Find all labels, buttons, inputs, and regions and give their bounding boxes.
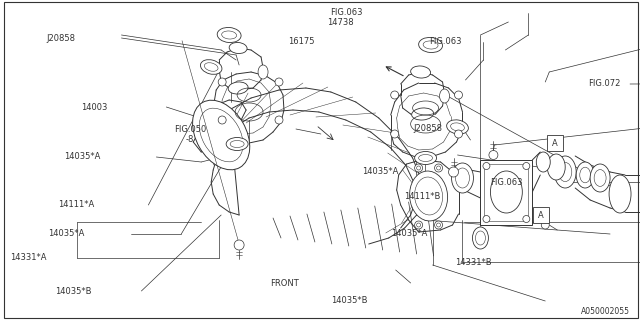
- Circle shape: [435, 221, 442, 229]
- Ellipse shape: [440, 89, 449, 103]
- Ellipse shape: [554, 156, 576, 188]
- Text: -8: -8: [186, 135, 195, 144]
- Ellipse shape: [415, 151, 436, 164]
- Ellipse shape: [590, 164, 610, 192]
- Circle shape: [449, 167, 458, 177]
- Circle shape: [454, 91, 463, 99]
- Ellipse shape: [217, 28, 241, 43]
- Circle shape: [489, 150, 498, 159]
- Ellipse shape: [419, 37, 442, 52]
- Text: 14331*B: 14331*B: [455, 258, 492, 267]
- Text: 14035*B: 14035*B: [332, 296, 368, 305]
- Circle shape: [523, 163, 530, 170]
- Ellipse shape: [412, 108, 433, 120]
- Ellipse shape: [228, 82, 248, 94]
- Text: 14331*A: 14331*A: [10, 253, 47, 262]
- Text: J20858: J20858: [46, 34, 75, 43]
- Text: 14035*B: 14035*B: [54, 287, 91, 296]
- Ellipse shape: [410, 171, 447, 221]
- Text: FIG.063: FIG.063: [330, 8, 363, 17]
- Ellipse shape: [490, 171, 522, 213]
- Text: FIG.050: FIG.050: [174, 125, 206, 134]
- Circle shape: [275, 78, 283, 86]
- Circle shape: [218, 78, 226, 86]
- Circle shape: [415, 221, 422, 229]
- Ellipse shape: [447, 120, 468, 134]
- Circle shape: [417, 166, 420, 170]
- Ellipse shape: [200, 60, 222, 74]
- Circle shape: [415, 164, 422, 172]
- Ellipse shape: [452, 163, 474, 193]
- Circle shape: [275, 116, 283, 124]
- Circle shape: [436, 223, 440, 227]
- Circle shape: [523, 215, 530, 222]
- Circle shape: [436, 166, 440, 170]
- Text: FIG.072: FIG.072: [588, 79, 621, 88]
- Text: 14111*A: 14111*A: [58, 200, 94, 209]
- Circle shape: [390, 91, 399, 99]
- Ellipse shape: [547, 154, 565, 180]
- Ellipse shape: [193, 100, 250, 170]
- FancyBboxPatch shape: [533, 207, 549, 223]
- Circle shape: [390, 130, 399, 138]
- Text: 14035*A: 14035*A: [65, 152, 100, 161]
- Bar: [481, 160, 532, 225]
- Circle shape: [417, 223, 420, 227]
- Text: 16175: 16175: [288, 37, 314, 46]
- Ellipse shape: [258, 65, 268, 79]
- Text: 14035*A: 14035*A: [391, 229, 428, 238]
- Text: A050002055: A050002055: [581, 308, 630, 316]
- Ellipse shape: [536, 152, 550, 172]
- Ellipse shape: [609, 175, 631, 213]
- Text: A: A: [538, 211, 544, 220]
- Circle shape: [234, 240, 244, 250]
- Ellipse shape: [411, 66, 431, 78]
- Ellipse shape: [229, 43, 247, 53]
- Text: 14738: 14738: [327, 18, 354, 27]
- Circle shape: [541, 221, 549, 229]
- Text: 14035*A: 14035*A: [362, 167, 399, 176]
- FancyBboxPatch shape: [547, 135, 563, 151]
- Text: FRONT: FRONT: [270, 279, 299, 288]
- Circle shape: [218, 116, 226, 124]
- Circle shape: [483, 215, 490, 222]
- Text: FIG.063: FIG.063: [490, 178, 522, 187]
- Ellipse shape: [576, 162, 594, 188]
- Text: 14035*A: 14035*A: [49, 229, 84, 238]
- Text: 14111*B: 14111*B: [404, 192, 440, 201]
- Circle shape: [435, 164, 442, 172]
- Text: 14003: 14003: [81, 103, 107, 112]
- Bar: [484, 164, 528, 221]
- Circle shape: [483, 163, 490, 170]
- Text: A: A: [552, 139, 558, 148]
- Circle shape: [454, 130, 463, 138]
- Ellipse shape: [472, 227, 488, 249]
- Text: J20858: J20858: [413, 124, 442, 132]
- Ellipse shape: [226, 138, 248, 150]
- Text: FIG.063: FIG.063: [429, 37, 462, 46]
